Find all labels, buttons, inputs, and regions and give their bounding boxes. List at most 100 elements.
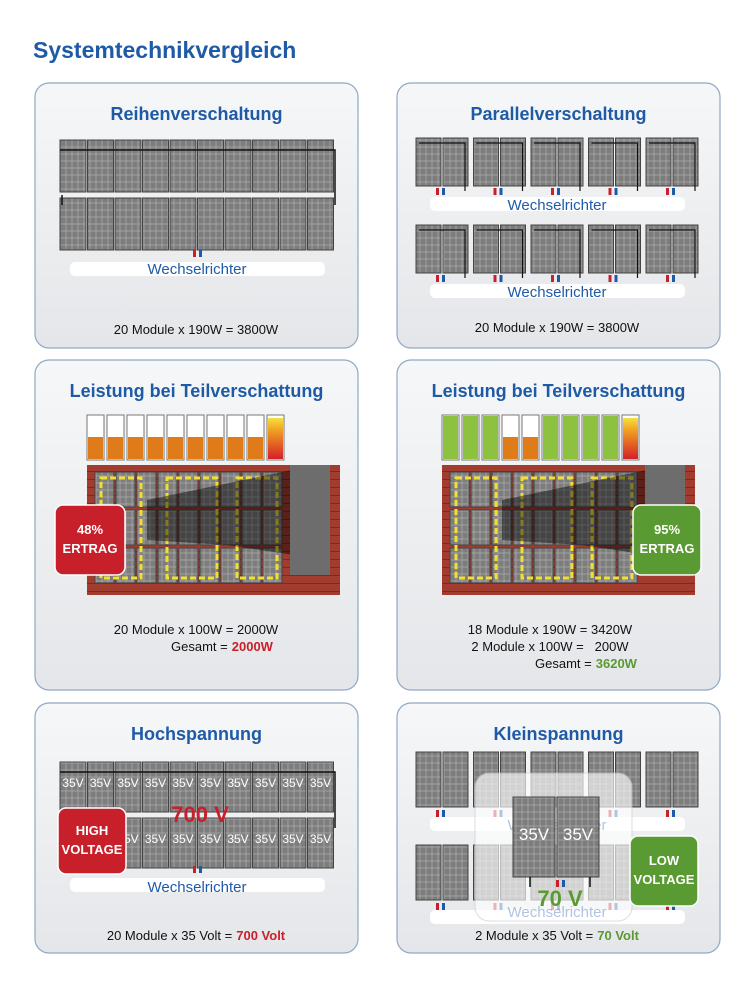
result-line: Gesamt = 3620W (535, 656, 638, 671)
label: Wechselrichter (508, 904, 607, 921)
panel-title: Kleinspannung (494, 724, 624, 744)
level-fill (248, 437, 263, 459)
panel-title: Leistung bei Teilverschattung (432, 381, 686, 401)
label: 20 Module x 100W = 2000W (114, 622, 279, 637)
level-fill (228, 437, 243, 459)
solar-module (530, 137, 557, 187)
solar-module (575, 509, 596, 546)
level-fill (108, 437, 123, 459)
solar-module (449, 509, 470, 546)
result-label: Gesamt = (535, 656, 592, 671)
plug-plus (666, 810, 669, 817)
level-fill (208, 437, 223, 459)
wire (534, 142, 581, 191)
plug-plus (493, 188, 497, 195)
plug-minus (499, 188, 503, 195)
plug-minus (672, 188, 675, 195)
level-fill (503, 437, 518, 459)
plug-minus (614, 188, 618, 195)
solar-module (241, 509, 262, 546)
solar-module (199, 471, 220, 508)
plug-minus (562, 880, 565, 887)
solar-module (512, 796, 556, 878)
string-path (99, 476, 279, 580)
plug-plus (666, 275, 669, 282)
solar-module (442, 751, 469, 808)
result-label: Gesamt = (171, 639, 228, 654)
solar-module (252, 197, 279, 251)
solar-module (59, 761, 87, 813)
plug-plus (551, 188, 554, 195)
level-fill (463, 416, 478, 459)
level-fill (188, 437, 203, 459)
plug-plus (193, 866, 196, 873)
solar-module (114, 139, 142, 193)
solar-module (224, 197, 252, 251)
solar-module (178, 471, 199, 508)
label: 700 V (171, 802, 229, 827)
solar-module (415, 844, 442, 901)
label: 35V (200, 832, 221, 846)
plug-minus (614, 275, 618, 282)
solar-module (554, 547, 575, 584)
panel-title: Hochspannung (131, 724, 262, 744)
plug-plus (608, 188, 612, 195)
solar-module (530, 224, 557, 274)
badge (632, 504, 702, 576)
solar-module (59, 197, 87, 251)
solar-module (169, 761, 197, 813)
label: 70 V (537, 886, 583, 911)
solar-module (307, 761, 334, 813)
result-value: 2000W (232, 639, 274, 654)
plug-minus (557, 188, 560, 195)
label: 35V (255, 776, 276, 790)
solar-module (197, 197, 224, 251)
solar-module (178, 509, 199, 546)
label: 35V (172, 776, 193, 790)
level-fill (443, 416, 458, 459)
wire (649, 229, 696, 278)
plug-minus (442, 188, 445, 195)
label: 35V (200, 776, 221, 790)
solar-module (645, 751, 672, 808)
string-path (454, 476, 634, 580)
plug-minus (557, 275, 560, 282)
solar-module (596, 471, 617, 508)
plug-minus (442, 810, 445, 817)
solar-module (491, 509, 512, 546)
solar-module (279, 197, 307, 251)
solar-module (672, 751, 699, 808)
solar-module (142, 139, 169, 193)
solar-module (645, 137, 672, 187)
label: 35V (62, 776, 83, 790)
solar-module (199, 509, 220, 546)
solar-module (645, 224, 672, 274)
label: 35V (255, 832, 276, 846)
level-fill (168, 437, 183, 459)
solar-module (252, 761, 279, 813)
plug-plus (436, 275, 439, 282)
wire (419, 142, 466, 191)
solar-module (470, 547, 491, 584)
badge (54, 504, 126, 576)
label: 35V (145, 832, 166, 846)
chimney (290, 465, 330, 575)
solar-module (554, 509, 575, 546)
plug-minus (442, 903, 445, 910)
label: 2 Module x 100W = 200W (471, 639, 629, 654)
solar-module (533, 547, 554, 584)
page-title: Systemtechnikvergleich (33, 37, 296, 63)
solar-module (220, 509, 241, 546)
panel-title: Reihenverschaltung (110, 104, 282, 124)
plug-minus (199, 866, 202, 873)
label: 35V (310, 776, 331, 790)
solar-module (615, 224, 641, 274)
solar-module (136, 509, 157, 546)
solar-module (307, 139, 334, 193)
solar-module (415, 224, 442, 274)
solar-module (491, 471, 512, 508)
level-fill (128, 437, 143, 459)
solar-module (500, 224, 526, 274)
plug-minus (672, 275, 675, 282)
solar-module (114, 197, 142, 251)
